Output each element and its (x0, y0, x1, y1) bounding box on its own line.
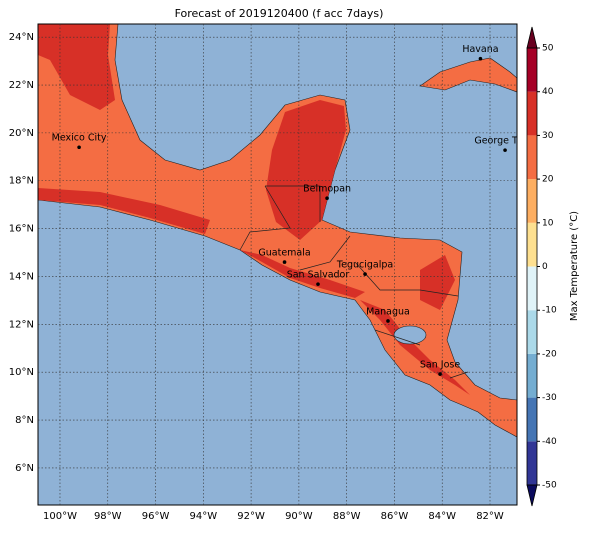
colorbar-bin (527, 222, 537, 267)
colorbar-label: Max Temperature (°C) (569, 211, 580, 321)
city-marker (478, 56, 483, 61)
y-tick-label: 6°N (15, 463, 34, 474)
colorbar-bin (527, 179, 537, 223)
y-tick-label: 18°N (9, 176, 34, 187)
colorbar-tick-label: 50 (542, 44, 554, 54)
city-label: Guatemala (258, 248, 310, 259)
x-tick-label: 96°W (142, 511, 170, 522)
city-label: Managua (366, 306, 410, 317)
x-tick-label: 82°W (476, 511, 504, 522)
city-marker (316, 282, 320, 286)
colorbar-bin (527, 310, 537, 354)
city-label: Tegucigalpa (336, 260, 393, 271)
hot-region (38, 24, 115, 110)
colorbar-bin (527, 48, 537, 92)
city-label: Mexico City (52, 133, 107, 144)
city-label: Havana (462, 44, 498, 55)
y-tick-label: 14°N (9, 271, 34, 282)
x-tick-label: 98°W (94, 511, 122, 522)
colorbar-bin (527, 397, 537, 442)
city-marker (363, 272, 367, 276)
colorbar-tick-label: -10 (542, 306, 557, 316)
city-label: San Salvador (287, 270, 350, 281)
colorbar-tick-label: 0 (542, 262, 548, 272)
y-tick-label: 24°N (9, 32, 34, 43)
border (239, 185, 469, 379)
city-marker (325, 196, 329, 201)
x-tick-label: 88°W (333, 511, 361, 522)
x-tick-label: 92°W (237, 511, 265, 522)
x-tick-label: 84°W (428, 511, 456, 522)
y-tick-label: 20°N (9, 128, 34, 139)
colorbar-tick-label: 20 (542, 175, 554, 185)
colorbar-tick-label: -30 (542, 393, 557, 403)
hot-region (240, 250, 365, 298)
colorbar-tick-label: 40 (542, 87, 554, 97)
map-area (38, 24, 517, 505)
y-tick-label: 22°N (9, 80, 34, 91)
colorbar-tick-label: -20 (542, 349, 557, 359)
lake (393, 325, 427, 345)
colorbar-bin (527, 266, 537, 311)
title: Forecast of 2019120400 (f acc 7days) (175, 7, 384, 20)
hot-region (420, 255, 455, 310)
colorbar-under (526, 484, 538, 507)
x-tick-label: 94°W (190, 511, 218, 522)
hot-region (266, 100, 346, 240)
city-marker (386, 319, 390, 323)
city-marker (438, 372, 442, 376)
city-label: Belmopan (303, 184, 351, 195)
colorbar-bin (527, 441, 537, 485)
colorbar-bin (527, 91, 537, 136)
y-tick-label: 12°N (9, 319, 34, 330)
city-label: George Town (474, 136, 535, 147)
x-tick-label: 100°W (43, 511, 77, 522)
colorbar-tick-label: -50 (542, 481, 557, 491)
colorbar-bin (527, 353, 537, 398)
map-frame (37, 23, 518, 506)
city-marker (503, 148, 507, 152)
colorbar-bin (527, 135, 537, 180)
hot-region (38, 188, 210, 234)
x-tick-label: 90°W (285, 511, 313, 522)
colorbar-tick-label: 30 (542, 131, 554, 141)
city-label: San Jose (420, 360, 460, 371)
colorbar-tick-label: 10 (542, 218, 554, 228)
colorbar-over (526, 26, 538, 49)
map-overlay: Havana Mexico City George Town Belmopan Guat… (38, 24, 535, 505)
y-tick-label: 10°N (9, 367, 34, 378)
cuba (419, 57, 517, 93)
y-tick-label: 16°N (9, 224, 34, 235)
city-marker (282, 260, 287, 264)
city-marker (77, 145, 81, 150)
x-tick-label: 86°W (381, 511, 409, 522)
y-tick-label: 8°N (15, 415, 34, 426)
colorbar-tick-label: -40 (542, 437, 557, 447)
